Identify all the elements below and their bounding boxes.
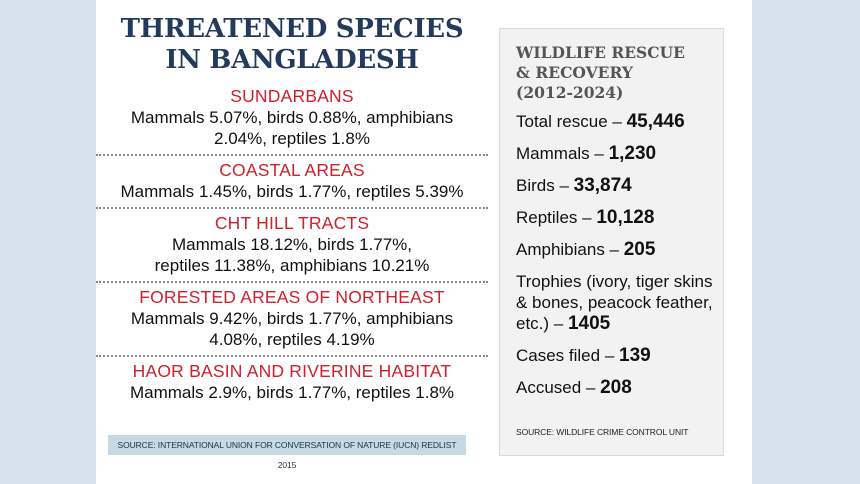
region-name: CHT HILL TRACTS [214, 213, 370, 233]
title-line-2: & RECOVERY [516, 63, 633, 82]
stat-value: 1,230 [608, 143, 657, 164]
wildlife-rescue-title: WILDLIFE RESCUE & RECOVERY (2012-2024) [516, 43, 723, 103]
region-stats-line: reptiles 11.38%, amphibians 10.21% [154, 256, 430, 275]
wildlife-rescue-panel: WILDLIFE RESCUE & RECOVERY (2012-2024) T… [499, 28, 724, 456]
stat-total-rescue: Total rescue – 45,446 [516, 111, 716, 132]
stat-label: Total rescue – [516, 112, 627, 131]
region-name: SUNDARBANS [230, 86, 354, 106]
infographic: THREATENED SPECIES IN BANGLADESH SUNDARB… [96, 0, 752, 484]
stat-accused: Accused – 208 [516, 377, 716, 398]
region-cht-hill-tracts: CHT HILL TRACTS Mammals 18.12%, birds 1.… [96, 207, 488, 276]
rescue-stats-list: Total rescue – 45,446 Mammals – 1,230 Bi… [516, 111, 716, 398]
threatened-species-title: THREATENED SPECIES IN BANGLADESH [96, 14, 488, 76]
region-forested-northeast: FORESTED AREAS OF NORTHEAST Mammals 9.42… [96, 281, 488, 350]
stat-trophies: Trophies (ivory, tiger skins & bones, pe… [516, 271, 716, 334]
region-stats-line: Mammals 5.07%, birds 0.88%, amphibians [130, 108, 454, 127]
stat-value: 139 [619, 345, 651, 366]
title-line-2: IN BANGLADESH [165, 45, 419, 75]
stat-amphibians: Amphibians – 205 [516, 239, 716, 260]
title-line-1: WILDLIFE RESCUE [516, 43, 685, 62]
stat-label: Cases filed – [516, 346, 619, 365]
stat-label: Reptiles – [516, 208, 597, 227]
region-sundarbans: SUNDARBANS Mammals 5.07%, birds 0.88%, a… [96, 86, 488, 149]
iucn-source-note: SOURCE: INTERNATIONAL UNION FOR CONVERSA… [108, 435, 466, 470]
stat-label: Accused – [516, 378, 601, 397]
stat-value: 1405 [567, 313, 611, 334]
region-stats-line: Mammals 18.12%, birds 1.77%, [172, 235, 412, 254]
stat-reptiles: Reptiles – 10,128 [516, 207, 716, 228]
stat-birds: Birds – 33,874 [516, 175, 716, 196]
stat-label: Mammals – [516, 144, 609, 163]
region-coastal-areas: COASTAL AREAS Mammals 1.45%, birds 1.77%… [96, 154, 488, 202]
stat-label: Trophies (ivory, tiger skins & bones, pe… [516, 272, 713, 333]
region-name: HAOR BASIN AND RIVERINE HABITAT [132, 361, 452, 381]
region-name: COASTAL AREAS [219, 160, 365, 180]
wccu-source-note: SOURCE: WILDLIFE CRIME CONTROL UNIT [516, 427, 689, 437]
stat-value: 10,128 [596, 207, 655, 228]
stat-value: 45,446 [626, 111, 685, 132]
stat-label: Birds – [516, 176, 574, 195]
region-list: SUNDARBANS Mammals 5.07%, birds 0.88%, a… [96, 86, 488, 403]
stat-cases-filed: Cases filed – 139 [516, 345, 716, 366]
region-stats-line: Mammals 1.45%, birds 1.77%, reptiles 5.3… [120, 182, 464, 201]
title-line-1: THREATENED SPECIES [120, 14, 464, 44]
stat-mammals: Mammals – 1,230 [516, 143, 716, 164]
region-stats-line: 2.04%, reptiles 1.8% [214, 129, 370, 148]
stat-label: Amphibians – [516, 240, 624, 259]
stat-value: 208 [600, 377, 632, 398]
threatened-species-panel: THREATENED SPECIES IN BANGLADESH SUNDARB… [96, 14, 488, 403]
stat-value: 205 [623, 239, 656, 260]
region-stats-line: Mammals 2.9%, birds 1.77%, reptiles 1.8% [129, 383, 455, 402]
region-stats-line: 4.08%, reptiles 4.19% [209, 330, 375, 349]
region-stats-line: Mammals 9.42%, birds 1.77%, amphibians [130, 309, 454, 328]
region-haor-basin: HAOR BASIN AND RIVERINE HABITAT Mammals … [96, 355, 488, 403]
title-line-3: (2012-2024) [516, 83, 624, 102]
region-name: FORESTED AREAS OF NORTHEAST [139, 287, 445, 307]
stat-value: 33,874 [573, 175, 632, 196]
